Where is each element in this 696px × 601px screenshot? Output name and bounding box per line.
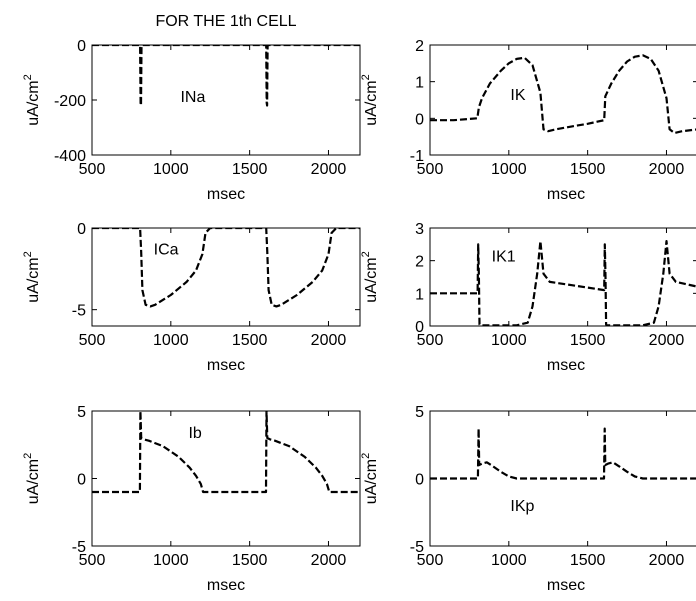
x-tick-label: 1500 (232, 161, 268, 178)
x-tick-label: 1500 (232, 552, 268, 569)
y-axis-label-base: uA/cm (363, 459, 380, 504)
series-line (430, 240, 696, 326)
plot-frame (429, 44, 696, 156)
y-axis-label-base: uA/cm (25, 459, 42, 504)
x-axis-label: msec (207, 186, 245, 203)
x-tick-label: 1000 (491, 161, 527, 178)
panel-5: 500 1000 1500 2000 -5 0 5 msec uA/cm2 IKp (360, 404, 696, 594)
x-tick-label: 1000 (153, 552, 189, 569)
y-axis-label-exponent: 2 (22, 251, 34, 257)
series-line (430, 427, 696, 480)
x-tick-label: 2000 (649, 161, 685, 178)
y-tick-label: 2 (415, 254, 424, 271)
plot-frame (91, 227, 361, 327)
x-axis-label: msec (547, 577, 585, 594)
y-axis-label: uA/cm2 (360, 251, 380, 302)
x-tick-label: 2000 (311, 552, 347, 569)
y-axis-label: uA/cm2 (360, 74, 380, 125)
y-tick-label: 5 (77, 404, 86, 421)
y-axis-label: uA/cm2 (22, 251, 42, 302)
curve-label: INa (180, 89, 205, 106)
x-tick-label: 1500 (570, 552, 606, 569)
x-axis-label: msec (207, 357, 245, 374)
x-tick-label: 500 (79, 332, 106, 349)
y-axis-label: uA/cm2 (360, 453, 380, 504)
y-tick-label: -1 (410, 148, 424, 165)
x-tick-label: 2000 (649, 552, 685, 569)
panel-2: 500 1000 1500 2000 -5 0 msec uA/cm2 ICa (22, 221, 361, 374)
figure-title: FOR THE 1th CELL (155, 13, 296, 30)
x-tick-label: 1500 (570, 332, 606, 349)
y-tick-label: 0 (415, 319, 424, 336)
y-tick-label: 0 (77, 38, 86, 55)
y-tick-label: 1 (415, 75, 424, 92)
y-tick-label: 3 (415, 221, 424, 238)
y-tick-label: 0 (77, 472, 86, 489)
y-axis-label-base: uA/cm (363, 257, 380, 302)
y-axis-label-base: uA/cm (363, 80, 380, 125)
y-tick-label: -200 (54, 93, 86, 110)
series-line (92, 411, 360, 494)
y-tick-label: 5 (415, 404, 424, 421)
y-axis-label-exponent: 2 (360, 251, 372, 257)
y-tick-label: -5 (410, 539, 424, 556)
curve-label: Ib (188, 425, 201, 442)
x-tick-label: 1000 (491, 552, 527, 569)
y-tick-label: 0 (415, 111, 424, 128)
x-tick-label: 2000 (649, 332, 685, 349)
plot-frame (91, 410, 361, 547)
panel-4: 500 1000 1500 2000 -5 0 5 msec uA/cm2 Ib (22, 404, 361, 594)
x-axis-label: msec (207, 577, 245, 594)
y-axis-label-exponent: 2 (22, 74, 34, 80)
curve-label: ICa (154, 241, 179, 258)
y-axis-label-exponent: 2 (360, 453, 372, 459)
x-tick-label: 2000 (311, 161, 347, 178)
x-tick-label: 500 (417, 161, 444, 178)
x-tick-label: 1500 (232, 332, 268, 349)
plot-frame (91, 44, 361, 156)
y-tick-label: 0 (415, 472, 424, 489)
plot-frame (429, 227, 696, 327)
x-tick-label: 500 (417, 552, 444, 569)
series-line (92, 45, 360, 107)
y-tick-label: 2 (415, 38, 424, 55)
x-tick-label: 500 (417, 332, 444, 349)
y-tick-label: 1 (415, 286, 424, 303)
x-axis-label: msec (547, 186, 585, 203)
y-axis-label: uA/cm2 (22, 74, 42, 125)
x-tick-label: 1000 (153, 161, 189, 178)
y-axis-label-base: uA/cm (25, 80, 42, 125)
curve-label: IK (510, 87, 525, 104)
curve-label: IKp (510, 498, 534, 515)
x-tick-label: 500 (79, 552, 106, 569)
x-axis-label: msec (547, 357, 585, 374)
curve-label: IK1 (492, 248, 516, 265)
y-tick-label: -400 (54, 148, 86, 165)
x-tick-label: 500 (79, 161, 106, 178)
y-axis-label: uA/cm2 (22, 453, 42, 504)
panel-0: 500 1000 1500 2000 -400 -200 0 msec uA/cm2 INa (22, 38, 361, 203)
y-tick-label: 0 (77, 221, 86, 238)
x-tick-label: 1000 (153, 332, 189, 349)
y-axis-label-exponent: 2 (360, 74, 372, 80)
x-tick-label: 1500 (570, 161, 606, 178)
x-tick-label: 1000 (491, 332, 527, 349)
x-tick-label: 2000 (311, 332, 347, 349)
y-axis-label-exponent: 2 (22, 453, 34, 459)
y-axis-label-base: uA/cm (25, 257, 42, 302)
y-tick-label: -5 (72, 303, 86, 320)
series-line (430, 54, 696, 135)
y-tick-label: -5 (72, 539, 86, 556)
series-line (92, 228, 360, 308)
